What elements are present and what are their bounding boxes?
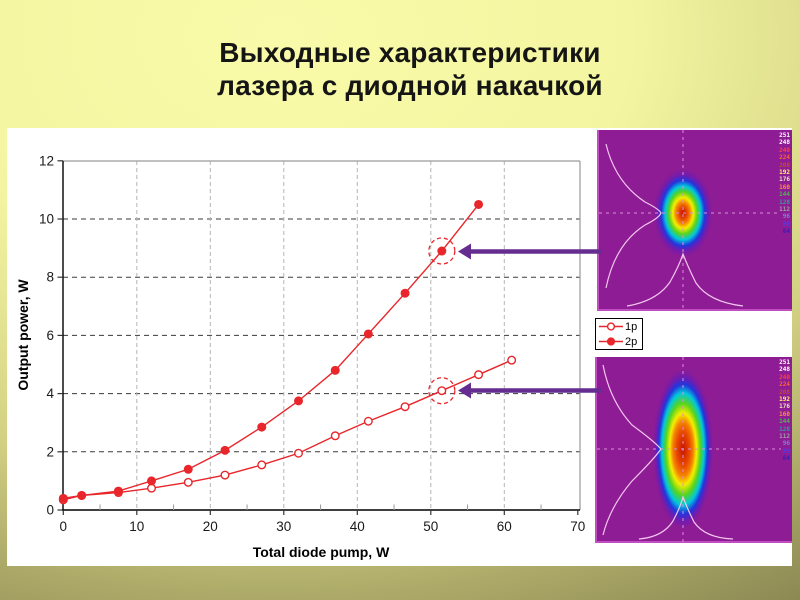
beam-overlay-1p <box>597 357 781 543</box>
scale-value: 192 <box>779 169 790 177</box>
color-scale-2p: 251 248 240 224 208 192 176 160 144 128 112 96 80 64 <box>774 132 790 236</box>
scale-value: 160 <box>779 183 790 191</box>
x-axis-title: Total diode pump, W <box>252 544 390 560</box>
legend-label-2p: 2p <box>625 335 638 348</box>
scale-value: 128 <box>779 198 790 206</box>
scale-value: 248 <box>779 139 790 147</box>
legend-marker-open-circle <box>599 322 623 331</box>
scale-value: 112 <box>779 433 790 441</box>
scale-value: 144 <box>779 191 790 199</box>
y-axis-title: Output power, W <box>15 279 31 391</box>
scale-value: 240 <box>779 373 790 381</box>
scale-value: 96 <box>782 440 790 448</box>
scale-value: 224 <box>779 154 790 162</box>
slide-title-line1: Выходные характеристики <box>219 37 601 68</box>
color-scale-1p: 251 248 240 224 208 192 176 160 144 128 112 96 80 64 <box>774 359 790 463</box>
legend-marker-filled-circle <box>599 337 623 346</box>
legend-item-1p: 1p <box>596 319 642 334</box>
scale-value: 80 <box>782 447 790 455</box>
scale-value: 208 <box>779 161 790 169</box>
beam-overlay-2p <box>599 130 781 311</box>
scale-value: 144 <box>779 418 790 426</box>
beam-profile-image-2p: 251 248 240 224 208 192 176 160 144 128 112 96 80 64 <box>597 130 792 311</box>
scale-value: 160 <box>779 410 790 418</box>
scale-value: 176 <box>779 403 790 411</box>
scale-value: 96 <box>782 213 790 221</box>
scale-value: 64 <box>782 455 790 463</box>
legend-label-1p: 1p <box>625 320 638 333</box>
scale-value: 192 <box>779 396 790 404</box>
scale-value: 251 <box>779 359 790 366</box>
legend-item-2p: 2p <box>596 334 642 349</box>
scale-value: 176 <box>779 176 790 184</box>
scale-value: 208 <box>779 388 790 396</box>
scale-value: 80 <box>782 220 790 228</box>
scale-value: 64 <box>782 228 790 236</box>
beam-profile-image-1p: 251 248 240 224 208 192 176 160 144 128 112 96 80 64 <box>595 357 792 543</box>
scale-value: 128 <box>779 425 790 433</box>
scale-value: 240 <box>779 146 790 154</box>
scale-value: 248 <box>779 366 790 374</box>
slide-title-line2: лазера с диодной накачкой <box>217 70 603 101</box>
slide-title: Выходные характеристики лазера с диодной… <box>110 36 710 102</box>
scale-value: 112 <box>779 206 790 214</box>
scale-value: 224 <box>779 381 790 389</box>
chart-legend: 1p 2p <box>595 318 643 350</box>
scale-value: 251 <box>779 132 790 139</box>
